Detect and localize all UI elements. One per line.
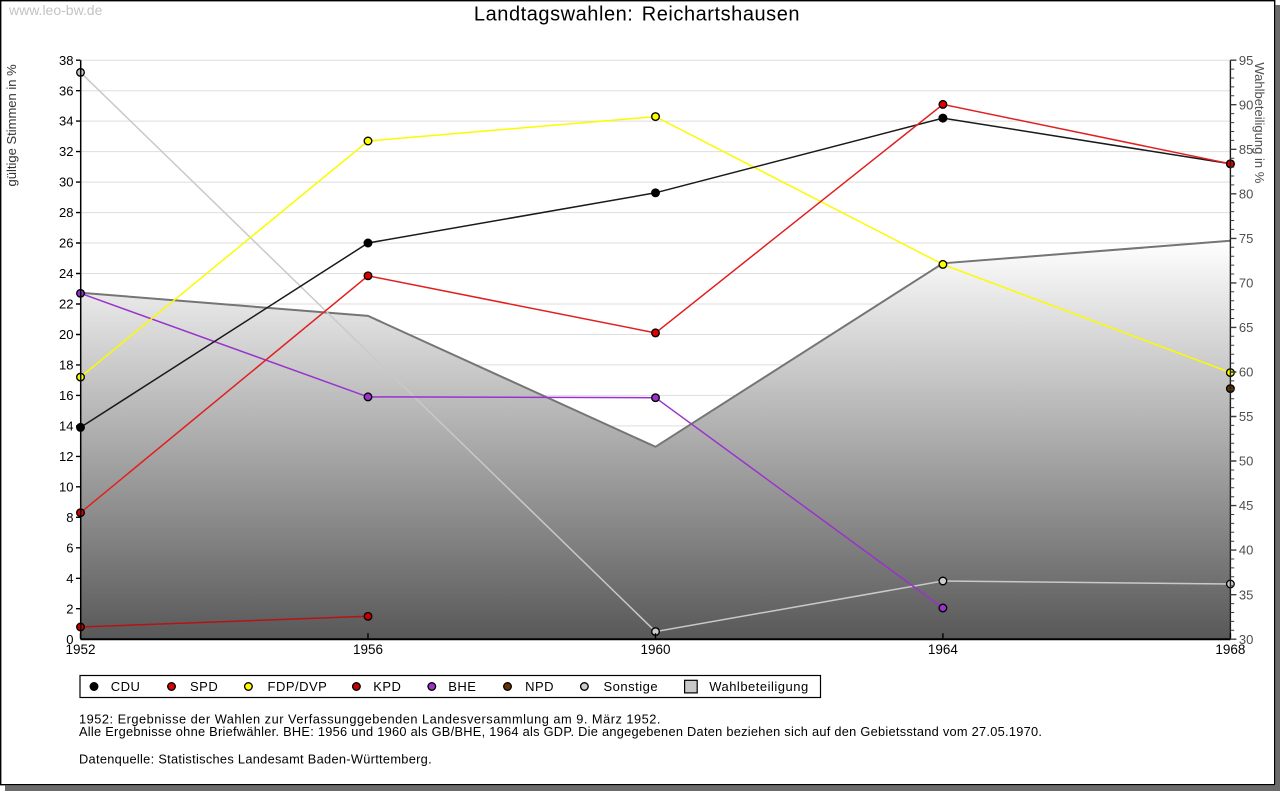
svg-text:KPD: KPD <box>373 679 401 694</box>
svg-text:0: 0 <box>66 632 73 647</box>
svg-text:1956: 1956 <box>353 642 383 657</box>
svg-text:1964: 1964 <box>928 642 959 657</box>
svg-text:2: 2 <box>66 601 73 616</box>
svg-text:30: 30 <box>1239 632 1253 647</box>
svg-text:90: 90 <box>1239 97 1253 112</box>
svg-text:14: 14 <box>59 419 73 434</box>
svg-text:18: 18 <box>59 358 73 373</box>
svg-text:50: 50 <box>1239 454 1253 469</box>
svg-text:gültige Stimmen in %: gültige Stimmen in % <box>4 64 19 187</box>
svg-text:22: 22 <box>59 297 73 312</box>
svg-text:95: 95 <box>1239 53 1253 68</box>
svg-text:Datenquelle: Statistisches Lan: Datenquelle: Statistisches Landesamt Bad… <box>79 752 432 767</box>
svg-text:70: 70 <box>1239 276 1253 291</box>
svg-text:38: 38 <box>59 53 73 68</box>
svg-text:55: 55 <box>1239 409 1253 424</box>
svg-text:34: 34 <box>59 114 73 129</box>
svg-text:45: 45 <box>1239 498 1253 513</box>
svg-text:16: 16 <box>59 388 73 403</box>
svg-text:1968: 1968 <box>1215 642 1245 657</box>
svg-text:Wahlbeteiligung in %: Wahlbeteiligung in % <box>1252 62 1267 183</box>
svg-text:75: 75 <box>1239 231 1253 246</box>
svg-text:65: 65 <box>1239 320 1253 335</box>
svg-text:FDP/DVP: FDP/DVP <box>268 679 328 694</box>
svg-text:85: 85 <box>1239 142 1253 157</box>
svg-text:36: 36 <box>59 83 73 98</box>
svg-text:1952: Ergebnisse der Wahlen zu: 1952: Ergebnisse der Wahlen zur Verfassu… <box>79 711 661 726</box>
svg-text:BHE: BHE <box>448 679 476 694</box>
svg-text:1952: 1952 <box>65 642 95 657</box>
svg-text:NPD: NPD <box>525 679 554 694</box>
svg-text:40: 40 <box>1239 543 1253 558</box>
svg-text:24: 24 <box>59 266 73 281</box>
svg-text:30: 30 <box>59 175 73 190</box>
svg-text:6: 6 <box>66 540 73 555</box>
svg-text:28: 28 <box>59 205 73 220</box>
svg-text:CDU: CDU <box>111 679 141 694</box>
svg-text:www.leo-bw.de: www.leo-bw.de <box>8 2 103 18</box>
svg-text:Wahlbeteiligung: Wahlbeteiligung <box>709 679 809 694</box>
svg-text:1960: 1960 <box>640 642 670 657</box>
svg-text:20: 20 <box>59 327 73 342</box>
svg-text:Landtagswahlen: Reichartshaus: Landtagswahlen: Reichartshausen <box>474 4 800 26</box>
svg-text:26: 26 <box>59 236 73 251</box>
svg-text:60: 60 <box>1239 365 1253 380</box>
svg-text:8: 8 <box>66 510 73 525</box>
svg-text:10: 10 <box>59 479 73 494</box>
svg-text:SPD: SPD <box>190 679 218 694</box>
svg-text:Sonstige: Sonstige <box>604 679 659 694</box>
svg-text:12: 12 <box>59 449 73 464</box>
svg-text:80: 80 <box>1239 186 1253 201</box>
svg-text:35: 35 <box>1239 587 1253 602</box>
svg-text:32: 32 <box>59 144 73 159</box>
svg-text:Alle Ergebnisse ohne Briefwähl: Alle Ergebnisse ohne Briefwähler. BHE: 1… <box>79 724 1042 739</box>
svg-text:4: 4 <box>66 571 73 586</box>
